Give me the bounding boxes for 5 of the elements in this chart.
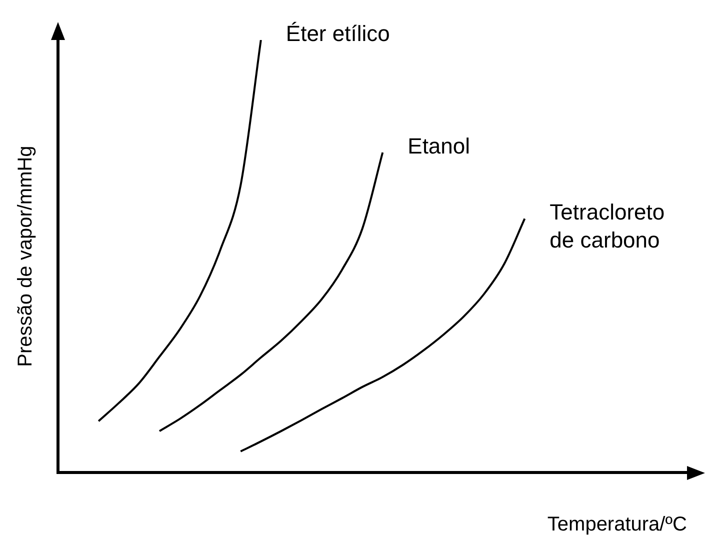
y-axis-title: Pressão de vapor/mmHg [14, 146, 37, 367]
series-label: Éter etílico [286, 21, 390, 46]
x-axis-title: Temperatura/ºC [547, 514, 687, 536]
series-label: Tetracloreto de carbono [550, 200, 665, 253]
series-label: Etanol [408, 134, 470, 159]
